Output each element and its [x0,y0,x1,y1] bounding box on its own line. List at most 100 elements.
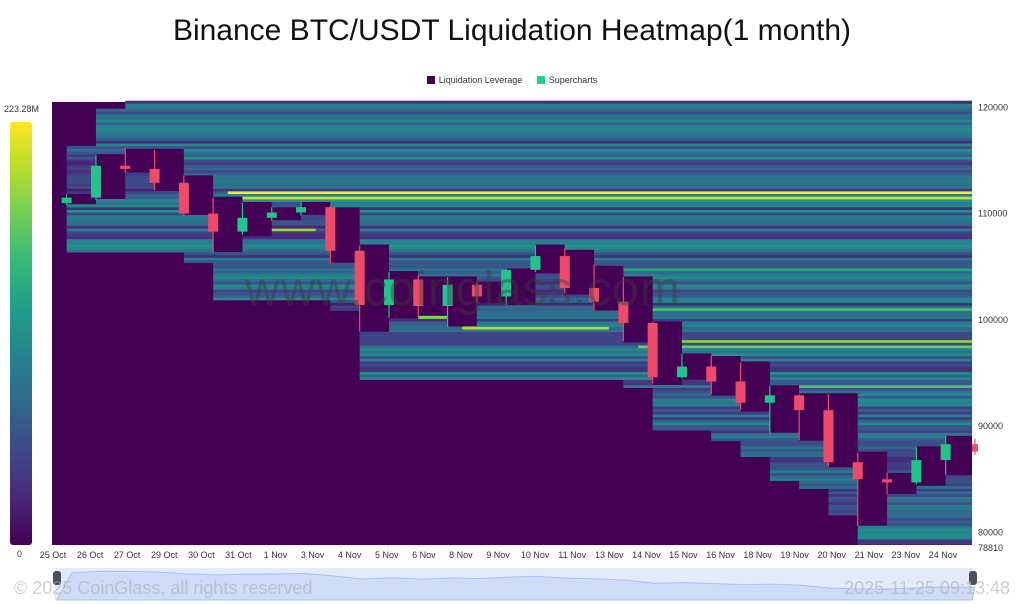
heat-band [66,241,214,245]
heat-band [916,485,973,489]
heat-band-key-level [681,345,973,349]
heat-band [681,350,973,354]
candle-body [354,250,365,305]
heat-band [857,427,973,431]
x-tick-label: 18 Nov [743,550,772,560]
heat-band [652,424,770,428]
heat-band [652,406,741,410]
heat-band [535,299,595,303]
heat-band [652,302,973,306]
candle-body [61,197,72,203]
heat-band [330,204,973,208]
heat-band [388,321,448,325]
heat-band [359,347,653,351]
heat-band [66,206,184,210]
heat-band [799,480,858,484]
y-tick-label: 100000 [978,315,1008,325]
heat-band [652,318,973,322]
heat-band [857,443,946,447]
heat-band [213,297,360,301]
y-tick-label: 110000 [978,209,1007,219]
heat-band [359,233,973,237]
heat-band [799,485,858,489]
heat-band [857,533,973,537]
legend: Liquidation Leverage Supercharts [0,75,1024,86]
heat-band [740,358,973,362]
heat-band [535,273,565,277]
heat-band [476,278,507,282]
heat-band [769,368,973,373]
heat-band [183,257,331,261]
heat-band [857,448,917,452]
heat-band [125,172,155,176]
heat-band-key-level [418,315,448,319]
heat-band [857,400,973,404]
heat-band [652,281,973,285]
heat-band [418,270,507,274]
heat-band [857,395,973,399]
heat-band [857,531,973,535]
heat-band [769,467,858,471]
heat-band [623,379,653,383]
heat-band [359,217,973,221]
heat-band [213,291,360,295]
heat-band [125,177,155,181]
heat-band [388,249,536,253]
heat-band [535,286,565,290]
colorbar-min-label: 0 [17,549,23,559]
x-tick-label: 10 Nov [521,550,550,560]
candle-body [940,444,951,461]
heat-band [330,307,360,311]
heat-band [799,387,973,391]
heat-band [594,252,973,256]
heat-band [213,283,360,288]
heat-band [681,326,973,330]
heat-band [769,371,973,375]
heat-band [125,185,155,189]
heat-band [183,153,973,157]
heat-band [857,416,973,420]
heat-band [271,230,331,234]
candle-body [559,256,570,288]
heat-band [652,427,770,431]
heat-band [359,374,653,378]
x-tick-label: 20 Nov [817,550,846,560]
heat-band [652,297,973,301]
heat-band [95,111,973,115]
heat-band-key-level [799,384,973,388]
heat-band [183,148,973,152]
candle-body [442,284,453,307]
heat-band [359,339,624,343]
heat-band [359,225,973,229]
heat-band [623,265,973,269]
x-tick-label: 26 Oct [77,550,104,560]
heat-band [66,180,96,184]
heat-band [213,289,360,293]
legend-item-supercharts[interactable]: Supercharts [536,75,597,85]
heat-band [271,204,302,208]
heat-band [66,183,96,187]
navigator-left-handle[interactable] [53,571,61,585]
heat-band [623,384,712,388]
heat-band [769,464,829,468]
heat-band [681,382,712,386]
heat-band [66,161,96,165]
candle-body [413,279,424,307]
heat-band [564,244,973,248]
legend-swatch [536,76,545,84]
heat-band [66,214,214,218]
heat-band [887,464,917,468]
heat-band [95,116,973,120]
legend-item-liquidation-leverage[interactable]: Liquidation Leverage [426,75,522,85]
heat-band [652,289,973,293]
heat-band [887,499,973,503]
heat-band [359,366,653,370]
heat-band [681,321,973,325]
heat-band [945,480,973,484]
navigator-right-handle[interactable] [969,571,977,585]
x-tick-label: 3 Nov [301,550,325,560]
heat-band [769,472,858,476]
heat-band [769,469,858,473]
heat-band [887,520,973,524]
heat-band [594,249,973,253]
